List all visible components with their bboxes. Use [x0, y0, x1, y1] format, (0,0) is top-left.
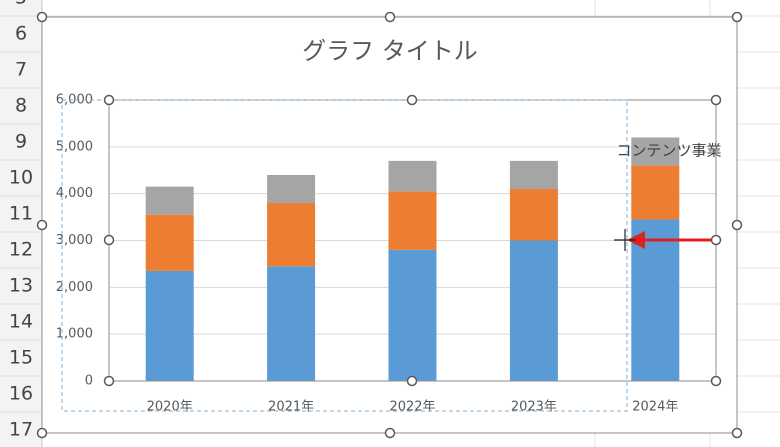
x-tick-label: 2021年 [268, 400, 314, 415]
x-tick-label: 2020年 [147, 400, 193, 415]
bar-segment [267, 203, 316, 267]
row-header: 6 [15, 23, 27, 45]
cursor [614, 229, 636, 251]
y-tick-label: 0 [85, 374, 93, 389]
y-tick-label: 5,000 [56, 139, 93, 154]
row-header: 8 [15, 95, 27, 117]
bar-segment [631, 165, 680, 220]
row-header: 13 [9, 275, 33, 297]
handle[interactable] [731, 219, 743, 231]
row-header-column [0, 0, 42, 447]
y-tick-label: 4,000 [56, 186, 93, 201]
handle[interactable] [710, 94, 722, 106]
handle[interactable] [406, 94, 418, 106]
bar-segment [509, 240, 558, 381]
handle[interactable] [710, 375, 722, 387]
handle[interactable] [384, 11, 396, 23]
x-tick-label: 2022年 [389, 400, 435, 415]
x-tick-label: 2023年 [511, 400, 557, 415]
y-tick-label: 3,000 [56, 233, 93, 248]
bar-segment [267, 174, 316, 204]
selection-box [61, 99, 628, 412]
annotation: コンテンツ事業 [616, 142, 721, 160]
handle[interactable] [103, 94, 115, 106]
bar-segment [145, 270, 194, 381]
bar-segment [388, 191, 437, 250]
handle[interactable] [36, 427, 48, 439]
row-header: 12 [9, 239, 33, 261]
row-header: 11 [9, 203, 33, 225]
handle[interactable] [710, 234, 722, 246]
bar-segment [388, 160, 437, 192]
handle[interactable] [731, 427, 743, 439]
handle[interactable] [406, 375, 418, 387]
bar-segment [509, 188, 558, 241]
row-header: 16 [9, 383, 33, 405]
y-tick-label: 2,000 [56, 280, 93, 295]
handle[interactable] [731, 11, 743, 23]
bar-segment [145, 186, 194, 215]
bar-segment [145, 214, 194, 271]
bar-segment [631, 219, 680, 381]
bar-segment [509, 160, 558, 189]
row-header: 15 [9, 347, 33, 369]
row-header: 9 [15, 131, 27, 153]
y-tick-label: 6,000 [56, 93, 93, 108]
row-header: 10 [9, 167, 33, 189]
row-header: 7 [15, 59, 27, 81]
chart-title[interactable]: グラフ タイトル [302, 37, 478, 65]
bar-segment [267, 266, 316, 381]
row-header: 5 [15, 0, 27, 9]
row-header: 17 [9, 419, 33, 441]
x-tick-label: 2024年 [632, 400, 678, 415]
handle[interactable] [103, 234, 115, 246]
bar-segment [631, 137, 680, 166]
y-tick-label: 1,000 [56, 327, 93, 342]
row-header: 14 [9, 311, 33, 333]
handle[interactable] [103, 375, 115, 387]
handle[interactable] [384, 427, 396, 439]
plot: 0 1,000 2,000 3,000 4,000 5,000 6,000 2020年 2021… [56, 93, 722, 415]
bar-segment [388, 249, 437, 381]
handle[interactable] [36, 11, 48, 23]
handles [36, 11, 743, 439]
handle[interactable] [36, 219, 48, 231]
